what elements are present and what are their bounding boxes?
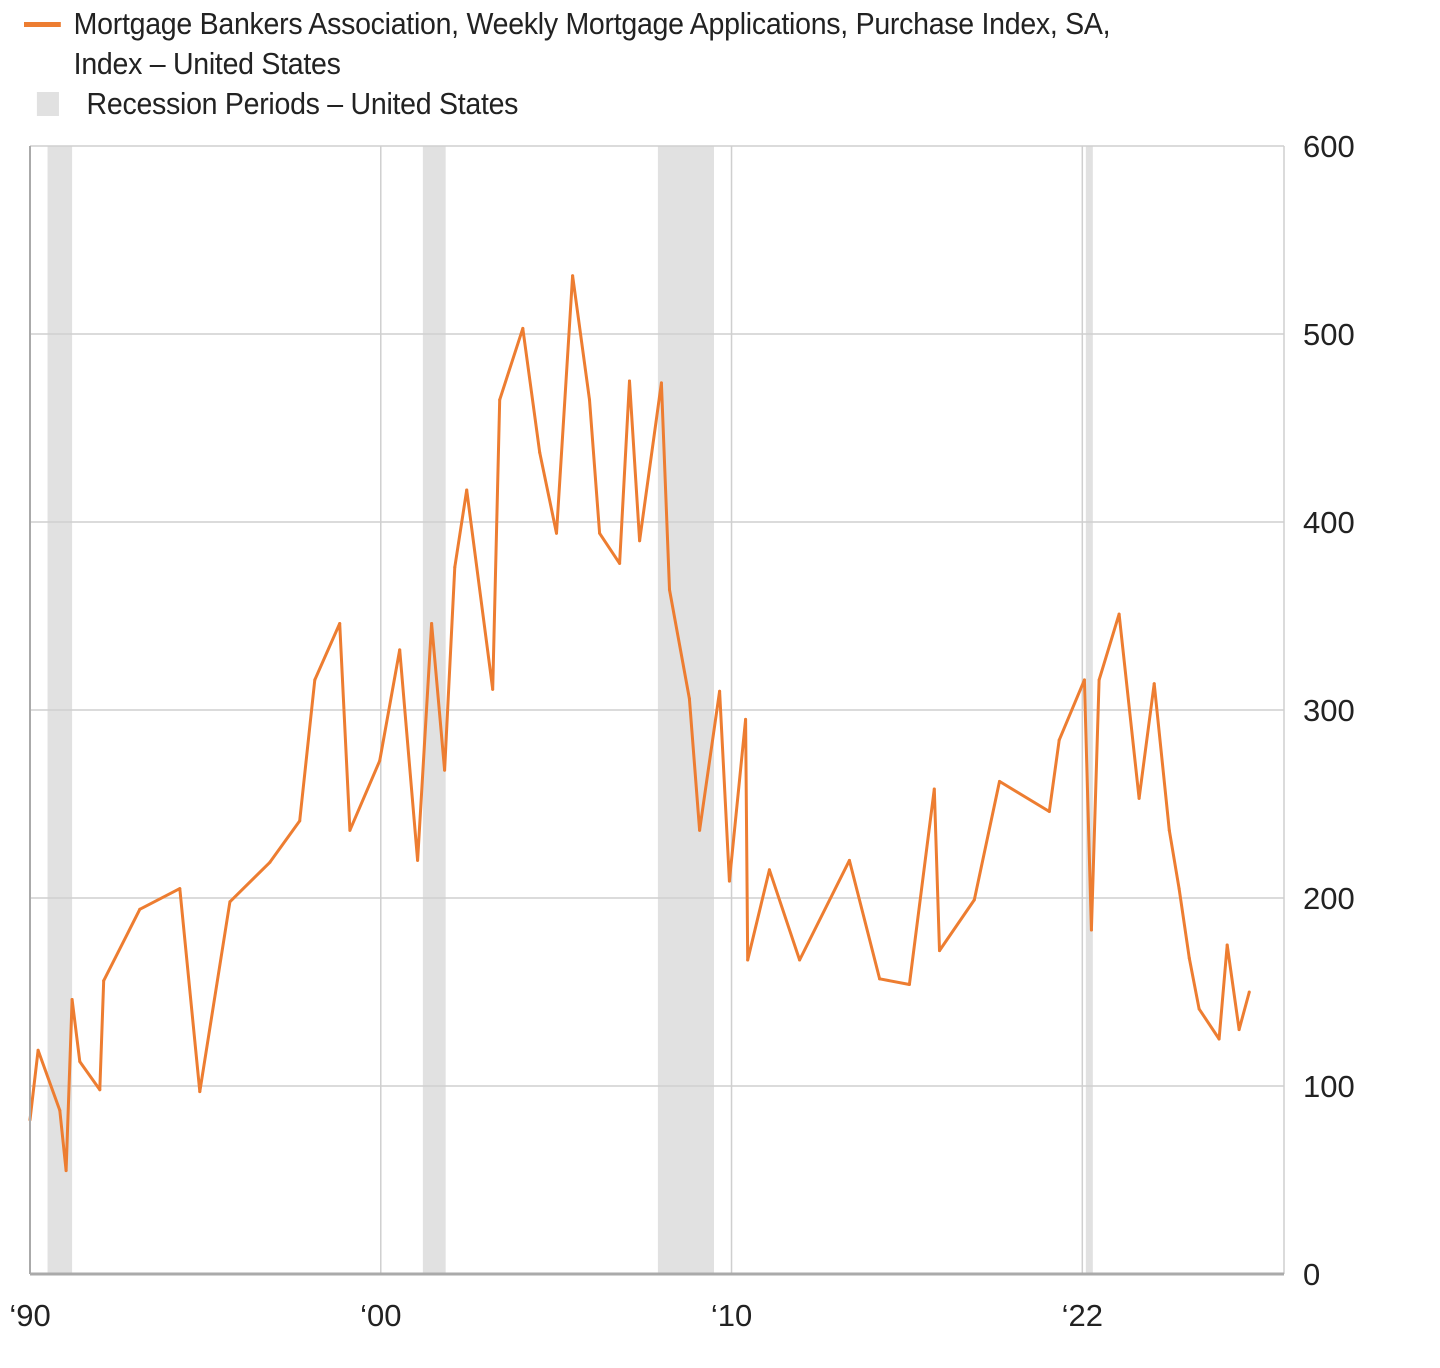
data-point <box>972 898 976 902</box>
data-point <box>58 1108 62 1112</box>
gridlines <box>29 145 1284 1275</box>
data-point <box>78 1060 82 1064</box>
legend-box-swatch <box>36 92 59 116</box>
data-point <box>348 828 352 832</box>
data-point <box>313 678 317 682</box>
data-point <box>1137 796 1141 800</box>
data-point <box>70 998 74 1002</box>
data-point <box>36 1048 40 1052</box>
data-point <box>1047 810 1051 814</box>
data-point <box>555 531 559 535</box>
data-point <box>698 828 702 832</box>
data-point <box>1082 678 1086 682</box>
data-point <box>998 779 1002 783</box>
data-point <box>718 689 722 693</box>
data-point <box>338 622 342 626</box>
y-tick-label: 500 <box>1303 317 1355 352</box>
series-line-purchase-index <box>28 274 1251 1173</box>
series-layer <box>28 274 1251 1173</box>
data-point <box>1089 928 1093 932</box>
data-point <box>1097 678 1101 682</box>
tick-labels: 0 100 200 300 400 500 600 ‘90 ‘00 ‘10 ‘22 <box>9 129 1354 1333</box>
data-point <box>465 488 469 492</box>
data-point <box>491 687 495 691</box>
data-point <box>138 907 142 911</box>
data-point <box>453 565 457 569</box>
data-point <box>1177 887 1181 891</box>
y-tick-label: 400 <box>1303 505 1355 540</box>
data-point <box>938 949 942 953</box>
data-point <box>1197 1007 1201 1011</box>
data-point <box>378 759 382 763</box>
data-point <box>1217 1037 1221 1041</box>
data-point <box>1117 612 1121 616</box>
data-point <box>1057 738 1061 742</box>
legend-label-purchase-index: Mortgage Bankers Association, Weekly Mor… <box>73 6 1111 81</box>
legend-item-purchase-index: Mortgage Bankers Association, Weekly Mor… <box>24 4 1174 84</box>
data-point <box>1187 956 1191 960</box>
data-point <box>538 450 542 454</box>
legend-label-recession: Recession Periods – United States <box>86 86 519 121</box>
data-point <box>1167 828 1171 832</box>
data-point <box>102 979 106 983</box>
axes <box>29 146 1285 1276</box>
data-point <box>268 860 272 864</box>
data-point <box>767 868 771 872</box>
data-point <box>798 958 802 962</box>
y-tick-label: 100 <box>1303 1069 1355 1104</box>
data-point <box>618 561 622 565</box>
y-tick-label: 0 <box>1303 1257 1320 1292</box>
data-point <box>878 977 882 981</box>
data-point <box>638 539 642 543</box>
data-point <box>398 648 402 652</box>
data-point <box>228 900 232 904</box>
data-point <box>1225 943 1229 947</box>
data-point <box>443 768 447 772</box>
x-tick-label: ‘90 <box>9 1298 50 1333</box>
legend: Mortgage Bankers Association, Weekly Mor… <box>24 4 1274 124</box>
data-point <box>659 381 663 385</box>
data-point <box>598 531 602 535</box>
data-point <box>498 398 502 402</box>
data-point <box>178 887 182 891</box>
data-point <box>571 274 575 278</box>
data-point <box>298 819 302 823</box>
data-point <box>746 958 750 962</box>
data-point <box>587 398 591 402</box>
data-point <box>932 787 936 791</box>
data-point <box>1152 682 1156 686</box>
data-point <box>98 1088 102 1092</box>
legend-line-swatch <box>24 22 61 27</box>
data-point <box>667 588 671 592</box>
legend-item-recession: Recession Periods – United States <box>24 84 1174 124</box>
data-point <box>198 1090 202 1094</box>
data-point <box>64 1169 68 1173</box>
data-point <box>1247 990 1251 994</box>
data-point <box>907 982 911 986</box>
x-tick-label: ‘10 <box>711 1298 752 1333</box>
data-point <box>1237 1028 1241 1032</box>
y-tick-label: 600 <box>1303 129 1355 164</box>
x-tick-label: ‘22 <box>1062 1298 1103 1333</box>
data-point <box>687 697 691 701</box>
data-point <box>627 379 631 383</box>
data-point <box>521 326 525 330</box>
y-tick-label: 300 <box>1303 693 1355 728</box>
data-point <box>727 879 731 883</box>
data-point <box>430 622 434 626</box>
x-tick-label: ‘00 <box>360 1298 401 1333</box>
data-point <box>416 858 420 862</box>
data-point <box>744 717 748 721</box>
y-tick-label: 200 <box>1303 881 1355 916</box>
data-point <box>847 858 851 862</box>
